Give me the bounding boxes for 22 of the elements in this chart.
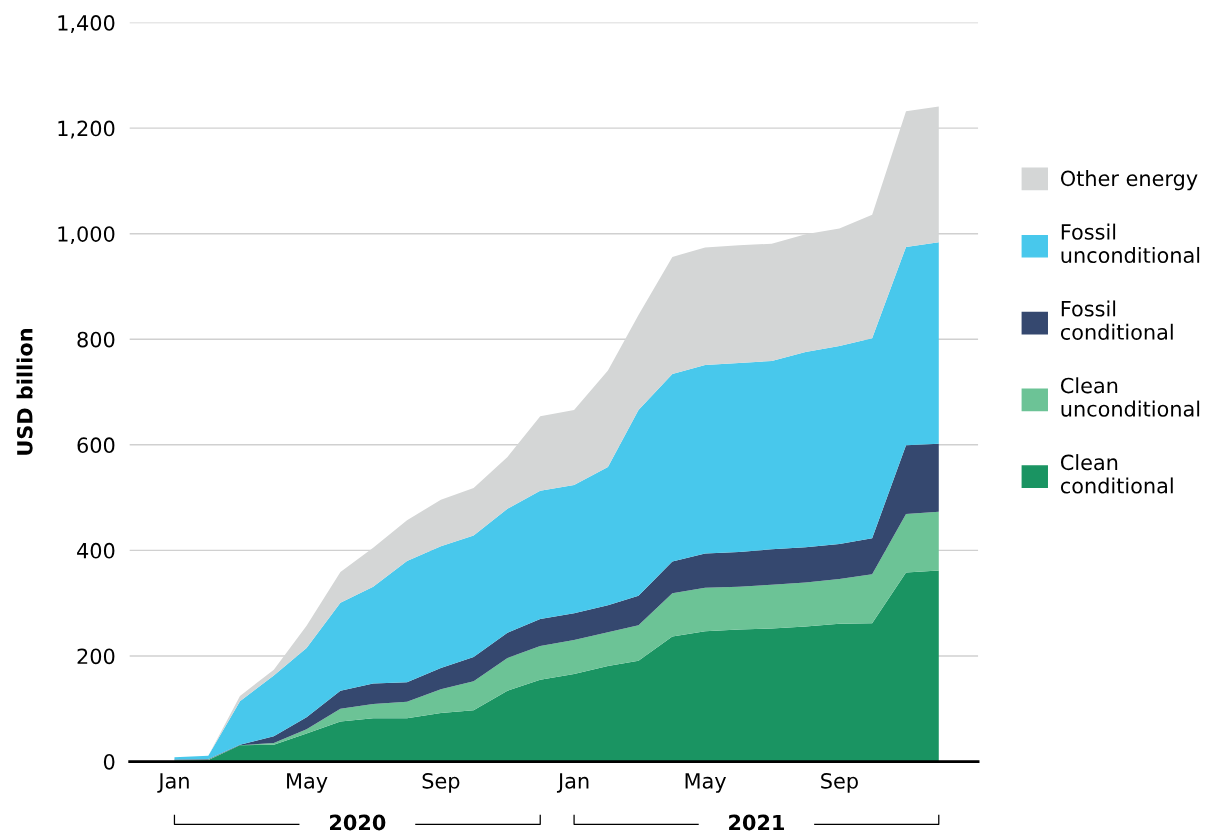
x-tick-label: May: [685, 773, 727, 793]
legend-label: Other energy: [1060, 170, 1198, 191]
y-tick-label: 1,400: [58, 15, 115, 33]
x-tick-label: Sep: [821, 773, 858, 793]
y-tick-label: 0: [103, 753, 115, 770]
y-tick-label: 1,200: [58, 120, 115, 139]
y-axis-title: USD billion: [16, 329, 33, 455]
legend-label: Fossil unconditional: [1061, 223, 1200, 264]
legend-label: Clean unconditional: [1060, 377, 1200, 417]
y-tick-label: 800: [77, 331, 115, 348]
x-tick-label: Jan: [556, 773, 589, 793]
x-tick-label: Sep: [422, 773, 460, 793]
x-tick-label: May: [287, 773, 328, 793]
text: 2020: [330, 814, 386, 831]
y-tick-label: 1,000: [58, 226, 115, 245]
y-tick-label: 600: [77, 437, 115, 454]
legend-label: Fossil conditional: [1060, 300, 1173, 340]
y-tick-label: 200: [77, 648, 115, 665]
x-tick-label: Jan: [157, 773, 189, 793]
legend-label: Clean conditional: [1060, 454, 1173, 494]
y-tick-label: 400: [77, 542, 115, 559]
text: 2021: [729, 814, 784, 831]
